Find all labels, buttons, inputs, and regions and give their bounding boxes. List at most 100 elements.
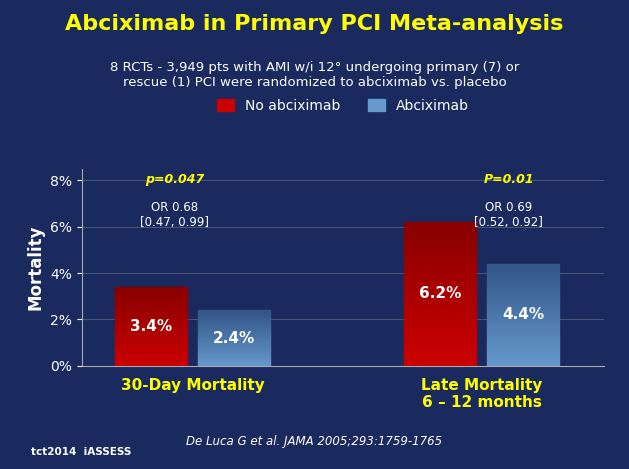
Bar [404,251,476,254]
Bar [404,323,476,325]
Bar [115,344,187,345]
Bar [487,333,559,335]
Bar [115,288,187,290]
Y-axis label: Mortality: Mortality [26,225,45,310]
Bar [115,333,187,334]
Bar [198,335,270,336]
Bar [115,306,187,308]
Bar [404,331,476,334]
Bar [198,326,270,327]
Bar [404,268,476,271]
Bar [198,329,270,330]
Bar [404,291,476,294]
Bar [115,293,187,295]
Bar [115,340,187,342]
Bar [487,305,559,307]
Bar [198,337,270,338]
Bar [198,336,270,337]
Bar [487,325,559,327]
Bar [115,361,187,363]
Bar [115,348,187,350]
Bar [115,334,187,336]
Bar [115,318,187,320]
Bar [487,319,559,321]
Bar [198,318,270,319]
Bar [115,287,187,288]
Bar [404,320,476,323]
Bar [404,363,476,366]
Bar [404,265,476,268]
Bar [198,324,270,325]
Bar [198,360,270,362]
Bar [115,315,187,317]
Bar [404,294,476,297]
Text: 8 RCTs - 3,949 pts with AMI w/i 12° undergoing primary (7) or
rescue (1) PCI wer: 8 RCTs - 3,949 pts with AMI w/i 12° unde… [110,61,519,89]
Bar [115,325,187,326]
Bar [404,348,476,351]
Text: OR 0.68
[0.47, 0.99]: OR 0.68 [0.47, 0.99] [140,201,209,229]
Bar [487,270,559,272]
Bar [404,311,476,314]
Bar [487,288,559,290]
Bar [487,362,559,364]
Bar [115,292,187,293]
Bar [404,282,476,285]
Bar [404,245,476,248]
Bar [115,300,187,301]
Bar [487,335,559,337]
Bar [487,286,559,288]
Bar [198,340,270,341]
Bar [198,351,270,353]
Bar [198,357,270,358]
Bar [487,354,559,356]
Bar [198,365,270,366]
Bar [487,341,559,343]
Text: 30-Day Mortality: 30-Day Mortality [121,378,265,393]
Bar [115,355,187,356]
Bar [115,295,187,296]
Bar [198,331,270,333]
Bar [115,301,187,303]
Bar [198,321,270,323]
Bar [487,278,559,280]
Bar [115,323,187,325]
Bar [198,315,270,316]
Bar [115,303,187,304]
Text: P=0.01: P=0.01 [483,173,534,186]
Bar [115,358,187,360]
Bar [198,339,270,340]
Bar [198,319,270,320]
Bar [115,356,187,358]
Bar [487,348,559,349]
Bar [487,329,559,331]
Bar [198,312,270,314]
Bar [404,297,476,300]
Text: OR 0.69
[0.52, 0.92]: OR 0.69 [0.52, 0.92] [474,201,543,229]
Bar [404,222,476,225]
Bar [198,338,270,339]
Bar [404,360,476,363]
Bar [404,231,476,234]
Bar [404,308,476,311]
Bar [404,334,476,337]
Bar [115,331,187,333]
Bar [115,304,187,306]
Bar [115,350,187,352]
Bar [198,333,270,335]
Bar [115,317,187,318]
Bar [404,328,476,331]
Bar [404,303,476,305]
Bar [115,342,187,344]
Bar [487,313,559,315]
Bar [487,349,559,352]
Bar [487,266,559,268]
Bar [404,254,476,257]
Bar [198,348,270,349]
Bar [198,341,270,342]
Bar [198,356,270,357]
Bar [198,310,270,311]
Bar [487,315,559,317]
Bar [198,314,270,315]
Bar [115,298,187,300]
Bar [198,330,270,331]
